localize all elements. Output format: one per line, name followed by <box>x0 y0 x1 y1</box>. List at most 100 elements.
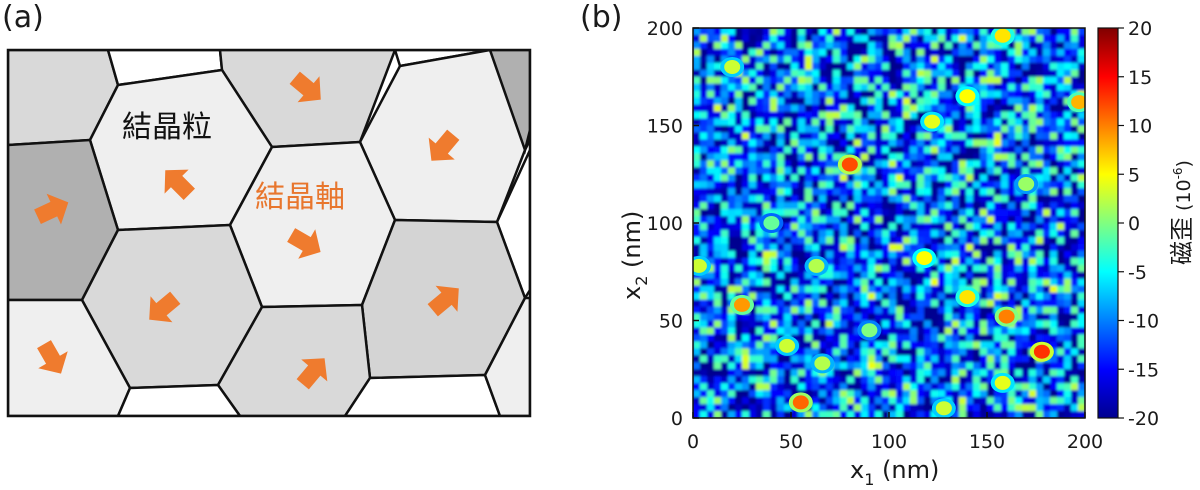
heatmap-cell <box>1001 41 1009 50</box>
heatmap-cell <box>1043 146 1051 154</box>
heatmap-cell <box>700 195 708 203</box>
heatmap-cell <box>1022 229 1030 238</box>
heatmap-cell <box>791 139 799 147</box>
heatmap-cell <box>1071 285 1079 294</box>
heatmap-cell <box>1036 118 1044 127</box>
heatmap-cell <box>791 264 799 273</box>
heatmap-cell <box>693 90 701 99</box>
heatmap-cell <box>735 313 743 322</box>
heatmap-cell <box>1071 243 1079 252</box>
heatmap-cell <box>854 376 862 384</box>
heatmap-cell <box>791 132 799 141</box>
heatmap-cell <box>714 97 722 106</box>
heatmap-cell <box>1057 202 1065 210</box>
heatmap-cell <box>1015 28 1023 36</box>
heatmap-cell <box>1022 369 1030 377</box>
heatmap-cell <box>889 348 897 356</box>
heatmap-cell <box>987 341 995 349</box>
heatmap-cell <box>1022 271 1030 280</box>
heatmap-cell <box>728 341 736 349</box>
heatmap-cell <box>763 306 771 315</box>
heatmap-cell <box>700 397 708 405</box>
heatmap-cell <box>1008 397 1016 405</box>
heatmap-cell <box>777 209 785 217</box>
heatmap-cell <box>1008 216 1016 224</box>
heatmap-cell <box>896 229 904 238</box>
heatmap-cell <box>903 320 911 329</box>
heatmap-cell <box>938 209 946 217</box>
heatmap-cell <box>910 69 918 78</box>
heatmap-cell <box>1036 28 1044 36</box>
heatmap-cell <box>896 278 904 287</box>
heatmap-cell <box>1078 76 1085 85</box>
heatmap-cell <box>924 313 932 322</box>
heatmap-cell <box>973 83 981 92</box>
heatmap-cell <box>952 55 960 64</box>
heatmap-cell <box>728 376 736 384</box>
heatmap-cell <box>875 369 883 377</box>
heatmap-cell <box>882 264 890 273</box>
heatmap-cell <box>959 174 967 182</box>
heatmap-cell <box>966 139 974 147</box>
heatmap-cell <box>784 271 792 280</box>
heatmap-cell <box>917 285 925 294</box>
heatmap-cell <box>910 223 918 231</box>
heatmap-cell <box>1050 181 1058 189</box>
heatmap-cell <box>742 264 750 273</box>
heatmap-cell <box>973 41 981 50</box>
arrow-icon <box>37 340 68 374</box>
heatmap-cell <box>861 111 869 120</box>
heatmap-cell <box>847 202 855 210</box>
heatmap-cell <box>882 250 890 259</box>
heatmap-cell <box>924 411 932 418</box>
heatmap-cell <box>931 341 939 349</box>
heatmap-cell <box>1050 229 1058 238</box>
heatmap-cell <box>798 369 806 377</box>
heatmap-cell <box>1064 264 1072 273</box>
heatmap-cell <box>931 139 939 147</box>
heatmap-cell <box>945 202 953 210</box>
heatmap-cell <box>798 376 806 384</box>
heatmap-cell <box>945 320 953 329</box>
heatmap-cell <box>938 334 946 342</box>
heatmap-cell <box>756 390 764 398</box>
heatmap-cell <box>1008 341 1016 349</box>
heatmap-cell <box>924 90 932 99</box>
heatmap-cell <box>875 111 883 120</box>
heatmap-cell <box>987 160 995 168</box>
heatmap-cell <box>1043 216 1051 224</box>
heatmap-cell <box>847 229 855 238</box>
heatmap-cell <box>784 404 792 412</box>
heatmap-cell <box>854 390 862 398</box>
heatmap-cell <box>721 271 729 280</box>
heatmap-cell <box>840 376 848 384</box>
heatmap-cell <box>882 97 890 106</box>
heatmap-cell <box>875 278 883 287</box>
heatmap-cell <box>889 195 897 203</box>
heatmap-cell <box>882 362 890 370</box>
heatmap-cell <box>1022 90 1030 99</box>
heatmap-cell <box>742 243 750 252</box>
heatmap-cell <box>896 299 904 308</box>
heatmap-cell <box>959 111 967 120</box>
heatmap-cell <box>840 348 848 356</box>
heatmap-cell <box>889 271 897 280</box>
heatmap-cell <box>784 111 792 120</box>
heatmap-cell <box>980 292 988 301</box>
heatmap-cell <box>980 411 988 418</box>
heatmap-cell <box>1071 348 1079 356</box>
heatmap-cell <box>777 48 785 57</box>
heatmap-cell <box>693 369 701 377</box>
heatmap-cell <box>700 41 708 50</box>
heatmap-cell <box>959 362 967 370</box>
heatmap-cell <box>952 202 960 210</box>
heatmap-cell <box>784 250 792 259</box>
heatmap-cell <box>882 174 890 182</box>
heatmap-cell <box>987 28 995 36</box>
colorbar-tick-label: 20 <box>1128 18 1152 40</box>
heatmap-cell <box>959 195 967 203</box>
heatmap-cell <box>1050 306 1058 315</box>
heatmap-cell <box>896 236 904 245</box>
heatmap-cell <box>910 341 918 349</box>
heatmap-cell <box>973 132 981 141</box>
